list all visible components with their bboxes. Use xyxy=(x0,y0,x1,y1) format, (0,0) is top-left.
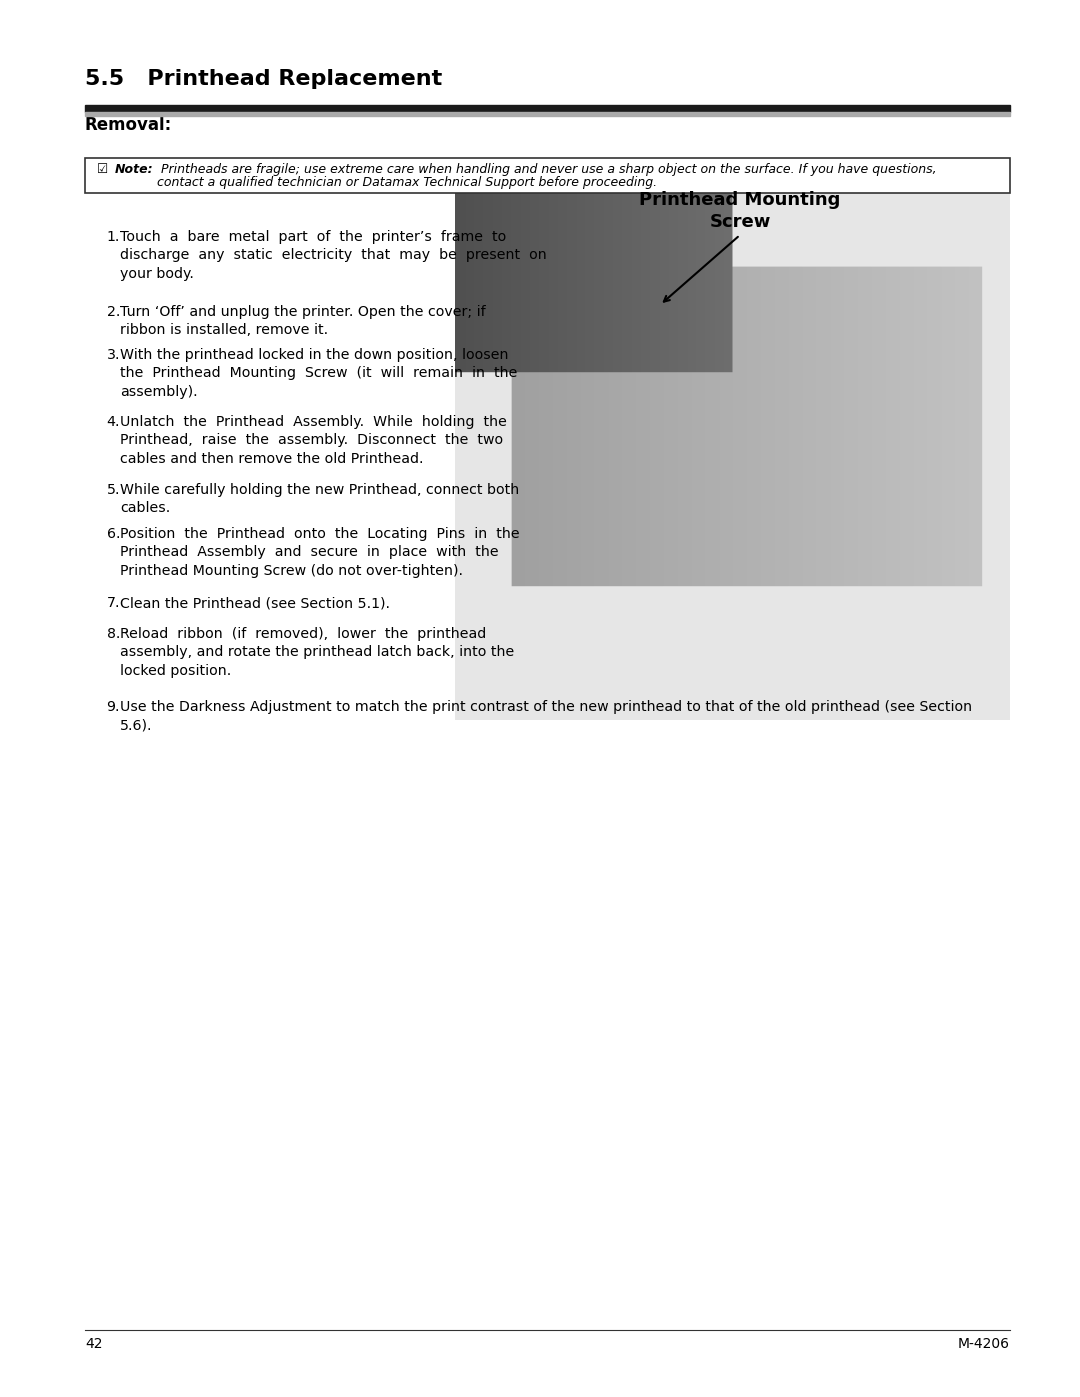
Bar xyxy=(85,112,1010,116)
Text: ☑: ☑ xyxy=(97,162,108,176)
Text: Screw: Screw xyxy=(710,212,771,231)
Text: 6.: 6. xyxy=(107,527,120,541)
Text: Printhead Mounting: Printhead Mounting xyxy=(639,191,840,210)
Text: 8.: 8. xyxy=(107,627,120,641)
Bar xyxy=(85,158,1010,193)
Text: locked position.: locked position. xyxy=(120,664,231,678)
Text: 9.: 9. xyxy=(107,700,120,714)
Text: discharge  any  static  electricity  that  may  be  present  on: discharge any static electricity that ma… xyxy=(120,249,546,263)
Text: Reload  ribbon  (if  removed),  lower  the  printhead: Reload ribbon (if removed), lower the pr… xyxy=(120,627,486,641)
Text: the  Printhead  Mounting  Screw  (it  will  remain  in  the: the Printhead Mounting Screw (it will re… xyxy=(120,366,517,380)
Text: 3.: 3. xyxy=(107,348,120,362)
Text: ribbon is installed, remove it.: ribbon is installed, remove it. xyxy=(120,323,328,337)
Text: contact a qualified technician or Datamax Technical Support before proceeding.: contact a qualified technician or Datama… xyxy=(157,176,657,189)
Text: cables and then remove the old Printhead.: cables and then remove the old Printhead… xyxy=(120,451,423,465)
Text: 5.6).: 5.6). xyxy=(120,718,152,732)
Text: 2.: 2. xyxy=(107,305,120,319)
Text: M-4206: M-4206 xyxy=(958,1337,1010,1351)
Text: Position  the  Printhead  onto  the  Locating  Pins  in  the: Position the Printhead onto the Locating… xyxy=(120,527,519,541)
Text: Removal:: Removal: xyxy=(85,116,172,134)
Text: 42: 42 xyxy=(85,1337,103,1351)
Text: Printheads are fragile; use extreme care when handling and never use a sharp obj: Printheads are fragile; use extreme care… xyxy=(157,162,936,176)
Text: While carefully holding the new Printhead, connect both: While carefully holding the new Printhea… xyxy=(120,483,519,497)
Text: 5.5   Printhead Replacement: 5.5 Printhead Replacement xyxy=(85,68,442,89)
Text: 1.: 1. xyxy=(107,231,120,244)
Bar xyxy=(85,105,1010,112)
Text: Touch  a  bare  metal  part  of  the  printer’s  frame  to: Touch a bare metal part of the printer’s… xyxy=(120,231,507,244)
Text: Printhead  Assembly  and  secure  in  place  with  the: Printhead Assembly and secure in place w… xyxy=(120,545,499,559)
Text: Clean the Printhead (see Section 5.1).: Clean the Printhead (see Section 5.1). xyxy=(120,597,390,610)
Text: Printhead,  raise  the  assembly.  Disconnect  the  two: Printhead, raise the assembly. Disconnec… xyxy=(120,433,503,447)
Text: assembly, and rotate the printhead latch back, into the: assembly, and rotate the printhead latch… xyxy=(120,645,514,659)
Text: 5.: 5. xyxy=(107,483,120,497)
Text: Turn ‘Off’ and unplug the printer. Open the cover; if: Turn ‘Off’ and unplug the printer. Open … xyxy=(120,305,486,319)
Text: Note:: Note: xyxy=(114,162,153,176)
Text: 4.: 4. xyxy=(107,415,120,429)
Text: With the printhead locked in the down position, loosen: With the printhead locked in the down po… xyxy=(120,348,509,362)
Text: Printhead Mounting Screw (do not over-tighten).: Printhead Mounting Screw (do not over-ti… xyxy=(120,563,463,577)
Text: Use the Darkness Adjustment to match the print contrast of the new printhead to : Use the Darkness Adjustment to match the… xyxy=(120,700,972,714)
Text: 7.: 7. xyxy=(107,597,120,610)
Text: assembly).: assembly). xyxy=(120,384,198,398)
Text: cables.: cables. xyxy=(120,502,171,515)
Text: your body.: your body. xyxy=(120,267,194,281)
Text: Unlatch  the  Printhead  Assembly.  While  holding  the: Unlatch the Printhead Assembly. While ho… xyxy=(120,415,507,429)
